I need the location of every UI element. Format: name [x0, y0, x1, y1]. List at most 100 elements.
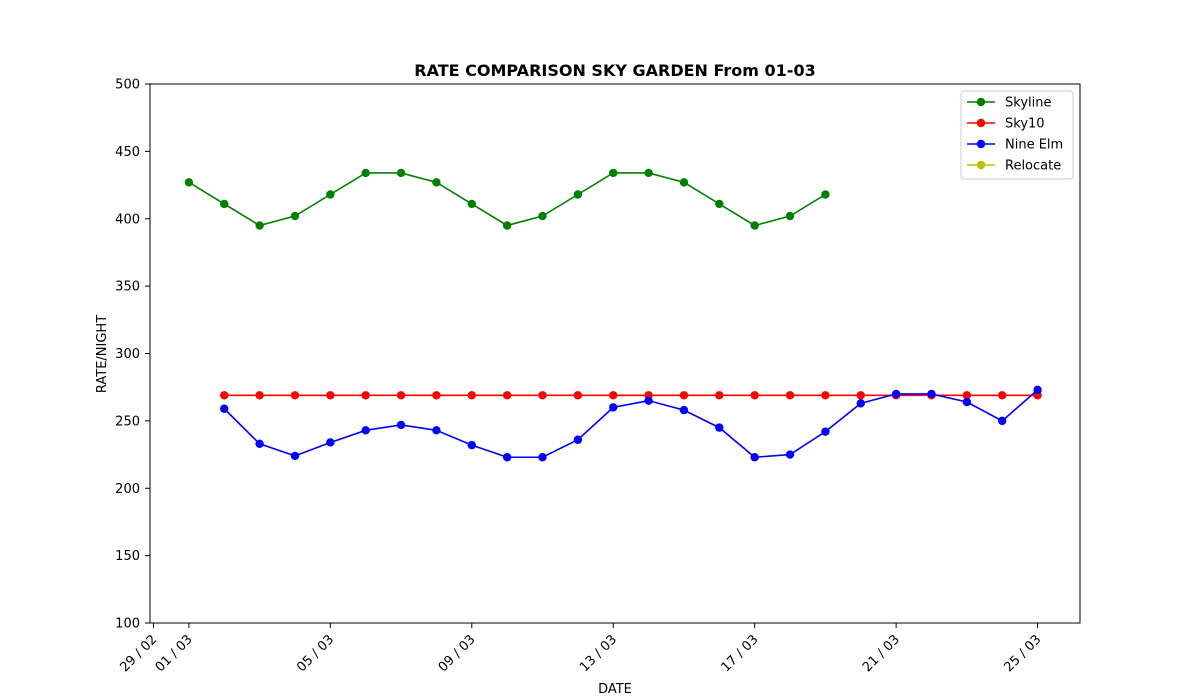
plot-frame [149, 83, 1081, 624]
y-tick-label: 300 [115, 347, 140, 362]
data-point-sky10 [750, 391, 759, 400]
legend-box [960, 90, 1074, 180]
legend-marker [976, 139, 986, 149]
chart-title: RATE COMPARISON SKY GARDEN From 01-03 [414, 61, 815, 80]
data-point-sky10 [255, 391, 264, 400]
data-point-nine-elm [220, 404, 229, 413]
data-point-nine-elm [573, 435, 583, 444]
y-tick-label: 150 [115, 549, 140, 564]
data-point-nine-elm [679, 405, 689, 415]
data-point-sky10 [609, 391, 618, 400]
data-point-sky10 [856, 391, 865, 400]
data-point-sky10 [679, 391, 689, 400]
data-point-skyline [821, 190, 830, 199]
x-tick-label: 13 / 03 [577, 632, 620, 675]
data-point-nine-elm [962, 397, 972, 407]
data-point-sky10 [502, 391, 512, 400]
x-tick-label: 29 / 02 [117, 632, 160, 675]
data-point-skyline [750, 221, 759, 230]
data-point-nine-elm [1033, 385, 1042, 395]
data-point-nine-elm [750, 453, 759, 462]
data-point-sky10 [396, 391, 406, 400]
y-tick-label: 450 [115, 145, 140, 160]
data-point-skyline [467, 199, 476, 209]
series-skyline [184, 168, 830, 230]
legend-label: Skyline [1005, 96, 1051, 111]
data-point-nine-elm [644, 396, 653, 405]
data-point-nine-elm [715, 423, 724, 432]
data-point-nine-elm [502, 453, 512, 462]
data-point-skyline [715, 199, 724, 209]
data-point-sky10 [326, 391, 335, 400]
data-point-sky10 [998, 391, 1007, 400]
data-point-skyline [679, 178, 689, 187]
series-line-nine-elm [223, 389, 1039, 459]
x-axis-label: DATE [598, 682, 632, 697]
data-point-nine-elm [998, 416, 1007, 426]
data-point-sky10 [821, 391, 830, 400]
data-point-nine-elm [891, 389, 901, 399]
legend-label: Nine Elm [1005, 138, 1063, 153]
data-point-skyline [538, 211, 547, 221]
data-point-nine-elm [467, 440, 476, 450]
data-point-sky10 [962, 391, 972, 400]
data-point-sky10 [290, 391, 300, 400]
data-point-nine-elm [821, 427, 830, 436]
series-layer [184, 168, 1042, 462]
data-point-nine-elm [927, 389, 936, 399]
data-point-skyline [785, 211, 795, 221]
data-point-sky10 [715, 391, 724, 400]
data-point-sky10 [573, 391, 583, 400]
y-axis: 100 150 200 250 300 350 400 450 500 [115, 78, 150, 632]
series-nine-elm [220, 385, 1042, 462]
data-point-nine-elm [538, 453, 547, 462]
legend-label: Sky10 [1005, 117, 1045, 132]
y-tick-label: 100 [115, 617, 140, 632]
data-point-skyline [609, 168, 618, 178]
x-tick-label: 09 / 03 [436, 632, 479, 675]
data-point-nine-elm [609, 403, 618, 412]
legend-entry-sky10: Sky10 [967, 117, 1045, 132]
data-point-nine-elm [290, 451, 300, 461]
data-point-skyline [290, 211, 300, 221]
data-point-nine-elm [361, 426, 370, 435]
x-tick-label: 17 / 03 [719, 632, 762, 675]
series-line-skyline [188, 172, 826, 227]
data-point-skyline [361, 168, 370, 178]
legend: Skyline Sky10 Nine Elm Relocate [960, 90, 1074, 180]
data-point-skyline [255, 221, 264, 230]
data-point-nine-elm [326, 438, 335, 447]
data-point-nine-elm [396, 420, 406, 430]
data-point-skyline [432, 178, 441, 187]
y-tick-label: 500 [115, 78, 140, 93]
data-point-sky10 [785, 391, 795, 400]
legend-label: Relocate [1005, 159, 1061, 174]
data-point-nine-elm [255, 439, 264, 448]
y-tick-label: 250 [115, 414, 140, 429]
x-tick-label: 21 / 03 [860, 632, 903, 675]
data-point-sky10 [361, 391, 370, 400]
series-sky10 [220, 391, 1042, 400]
legend-marker [976, 118, 986, 128]
data-point-sky10 [538, 391, 547, 400]
y-tick-label: 400 [115, 212, 140, 227]
x-tick-label: 05 / 03 [294, 632, 337, 675]
data-point-skyline [184, 178, 194, 187]
legend-marker [976, 160, 986, 170]
x-tick-label: 25 / 03 [1001, 632, 1044, 675]
x-tick-label: 01 / 03 [153, 632, 196, 675]
legend-entry-nine-elm: Nine Elm [967, 138, 1063, 153]
data-point-nine-elm [432, 426, 441, 435]
data-point-nine-elm [856, 399, 865, 408]
data-point-skyline [502, 221, 512, 230]
y-tick-label: 200 [115, 482, 140, 497]
legend-entry-skyline: Skyline [967, 96, 1051, 111]
legend-entry-relocate: Relocate [967, 159, 1061, 174]
data-point-skyline [396, 168, 406, 178]
data-point-skyline [220, 199, 229, 209]
data-point-sky10 [467, 391, 476, 400]
data-point-sky10 [220, 391, 229, 400]
legend-marker [976, 97, 986, 107]
